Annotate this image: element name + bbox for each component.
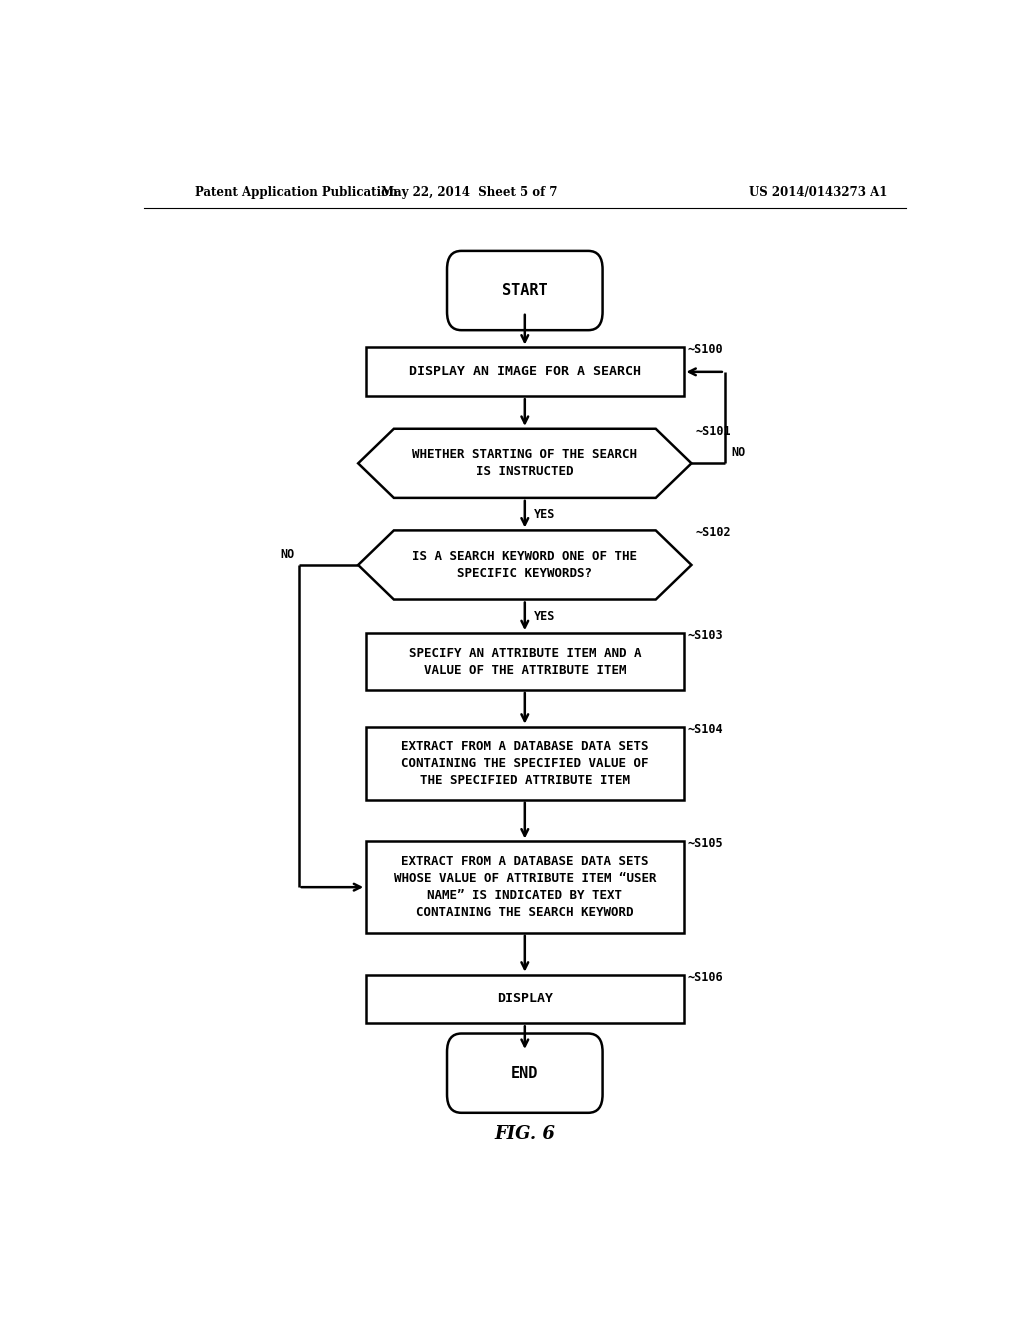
FancyBboxPatch shape: [447, 1034, 602, 1113]
Text: IS A SEARCH KEYWORD ONE OF THE
SPECIFIC KEYWORDS?: IS A SEARCH KEYWORD ONE OF THE SPECIFIC …: [413, 550, 637, 579]
Text: EXTRACT FROM A DATABASE DATA SETS
WHOSE VALUE OF ATTRIBUTE ITEM “USER
NAME” IS I: EXTRACT FROM A DATABASE DATA SETS WHOSE …: [393, 855, 656, 919]
Bar: [367, 634, 684, 690]
Bar: [367, 347, 684, 396]
Text: FIG. 6: FIG. 6: [495, 1125, 555, 1143]
Text: WHETHER STARTING OF THE SEARCH
IS INSTRUCTED: WHETHER STARTING OF THE SEARCH IS INSTRU…: [413, 449, 637, 478]
Text: END: END: [511, 1065, 539, 1081]
Text: ~S106: ~S106: [687, 970, 723, 983]
Text: SPECIFY AN ATTRIBUTE ITEM AND A
VALUE OF THE ATTRIBUTE ITEM: SPECIFY AN ATTRIBUTE ITEM AND A VALUE OF…: [409, 647, 641, 677]
Text: YES: YES: [535, 508, 556, 520]
FancyBboxPatch shape: [447, 251, 602, 330]
Text: DISPLAY: DISPLAY: [497, 993, 553, 1006]
Text: Patent Application Publication: Patent Application Publication: [196, 186, 398, 199]
Text: START: START: [502, 282, 548, 298]
Text: ~S101: ~S101: [695, 425, 731, 438]
Polygon shape: [358, 429, 691, 498]
Bar: [367, 974, 684, 1023]
Text: NO: NO: [281, 548, 295, 561]
Text: ~S103: ~S103: [687, 630, 723, 642]
Text: ~S104: ~S104: [687, 722, 723, 735]
Text: NO: NO: [731, 446, 745, 459]
Text: EXTRACT FROM A DATABASE DATA SETS
CONTAINING THE SPECIFIED VALUE OF
THE SPECIFIE: EXTRACT FROM A DATABASE DATA SETS CONTAI…: [401, 739, 648, 787]
Polygon shape: [358, 531, 691, 599]
Bar: [367, 726, 684, 800]
Text: ~S102: ~S102: [695, 527, 731, 540]
Text: ~S105: ~S105: [687, 837, 723, 850]
Text: DISPLAY AN IMAGE FOR A SEARCH: DISPLAY AN IMAGE FOR A SEARCH: [409, 366, 641, 379]
Bar: [367, 841, 684, 933]
Text: YES: YES: [535, 610, 556, 623]
Text: ~S100: ~S100: [687, 343, 723, 356]
Text: May 22, 2014  Sheet 5 of 7: May 22, 2014 Sheet 5 of 7: [381, 186, 557, 199]
Text: US 2014/0143273 A1: US 2014/0143273 A1: [750, 186, 888, 199]
